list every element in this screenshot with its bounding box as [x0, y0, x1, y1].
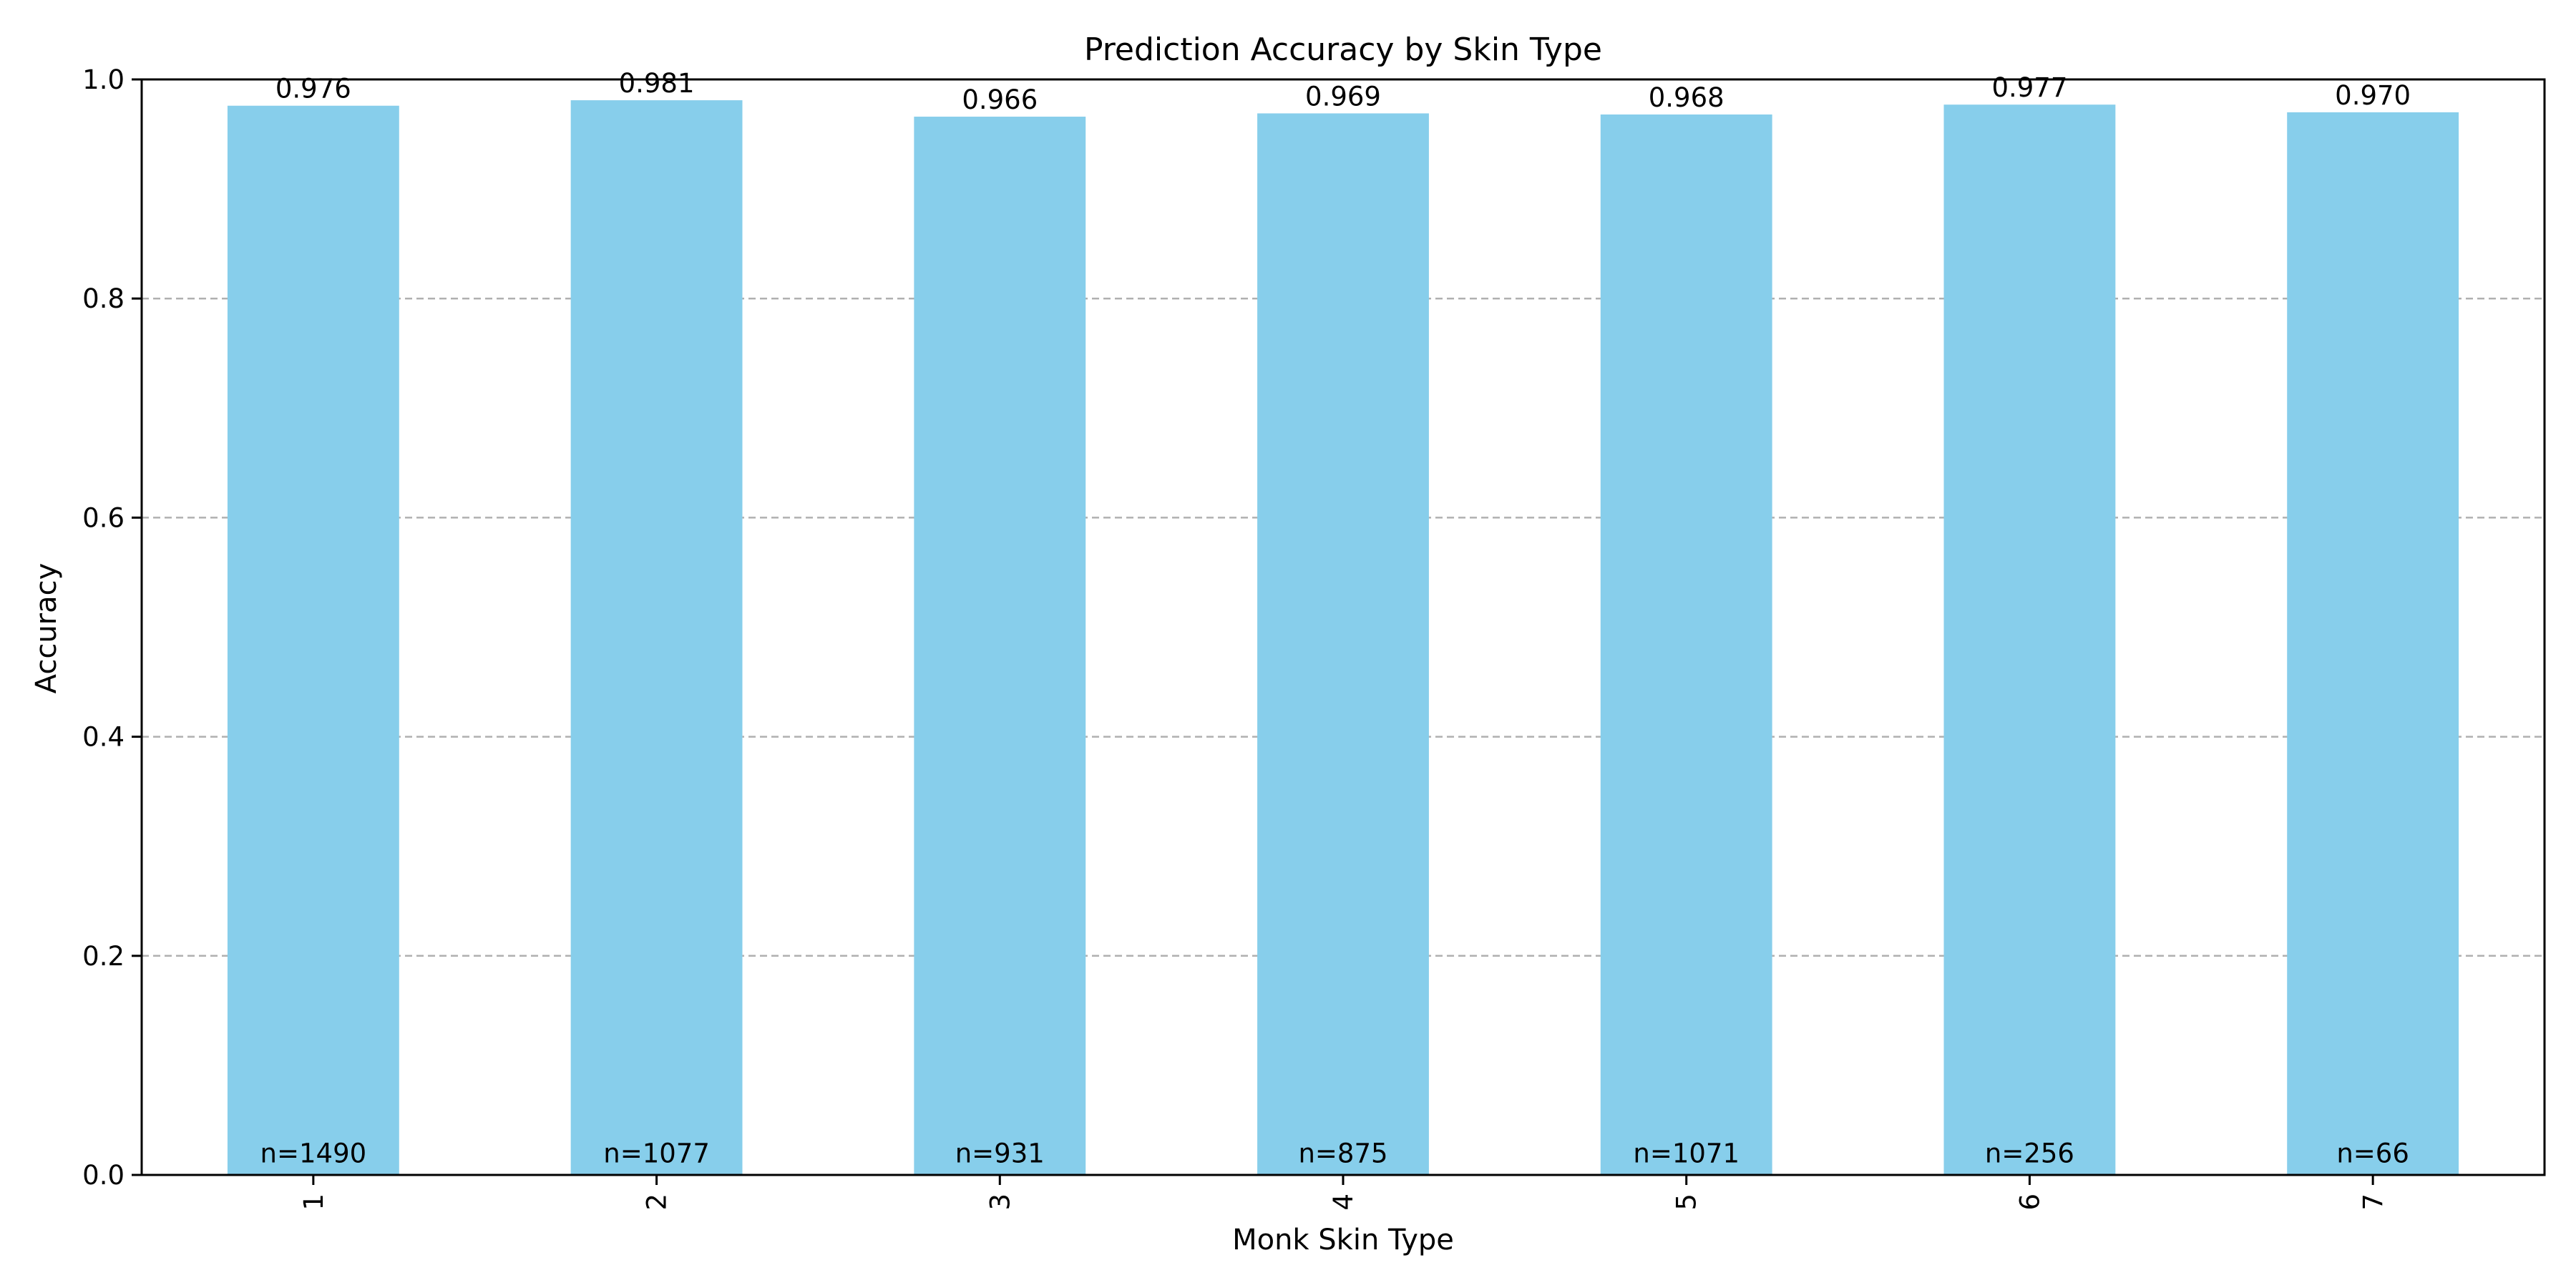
x-tick-label: 3: [985, 1194, 1015, 1211]
bar-count-label: n=1490: [260, 1138, 367, 1169]
bar-value-label: 0.976: [275, 74, 351, 104]
bar-count-label: n=875: [1298, 1138, 1387, 1169]
bar: [1600, 114, 1772, 1176]
bar-count-label: n=1077: [603, 1138, 710, 1169]
bar-count-label: n=66: [2336, 1138, 2409, 1169]
y-tick-label: 0.8: [82, 283, 125, 314]
bar-value-label: 0.969: [1305, 81, 1381, 112]
bar: [1943, 104, 2116, 1175]
bar-count-label: n=931: [955, 1138, 1045, 1169]
y-tick-label: 1.0: [82, 64, 125, 95]
x-tick-label: 5: [1672, 1194, 1702, 1211]
bar-value-label: 0.966: [962, 84, 1038, 115]
bar: [2287, 112, 2459, 1176]
bar: [227, 105, 399, 1175]
y-tick-label: 0.2: [82, 941, 125, 972]
bar-value-label: 0.968: [1649, 82, 1724, 113]
y-tick-label: 0.0: [82, 1160, 125, 1191]
bar-count-label: n=1071: [1633, 1138, 1740, 1169]
x-axis-label: Monk Skin Type: [1232, 1224, 1454, 1257]
x-tick-label: 6: [2014, 1194, 2045, 1211]
bar: [1257, 113, 1429, 1176]
bar-value-label: 0.981: [619, 68, 695, 99]
bar-value-label: 0.970: [2335, 80, 2411, 111]
bar: [570, 100, 743, 1176]
data-labels: 0.976 n=1490 0.981 n=1077 0.966 n=931 0.969 n=8…: [260, 68, 2411, 1169]
y-axis-ticks: 0.0 0.2 0.4 0.6 0.8 1.0: [82, 64, 142, 1191]
x-tick-label: 2: [642, 1194, 673, 1211]
x-tick-label: 7: [2358, 1194, 2389, 1211]
chart-title: Prediction Accuracy by Skin Type: [1084, 31, 1602, 68]
bars: [227, 100, 2459, 1176]
y-tick-label: 0.6: [82, 502, 125, 533]
y-axis-label: Accuracy: [30, 563, 63, 694]
bar: [914, 117, 1086, 1176]
x-tick-label: 1: [298, 1194, 329, 1211]
x-axis-ticks: 1 2 3 4 5 6 7: [298, 1175, 2389, 1211]
bar-value-label: 0.977: [1991, 72, 2067, 103]
y-tick-label: 0.4: [82, 722, 125, 753]
x-tick-label: 4: [1328, 1194, 1359, 1211]
bar-count-label: n=256: [1985, 1138, 2074, 1169]
